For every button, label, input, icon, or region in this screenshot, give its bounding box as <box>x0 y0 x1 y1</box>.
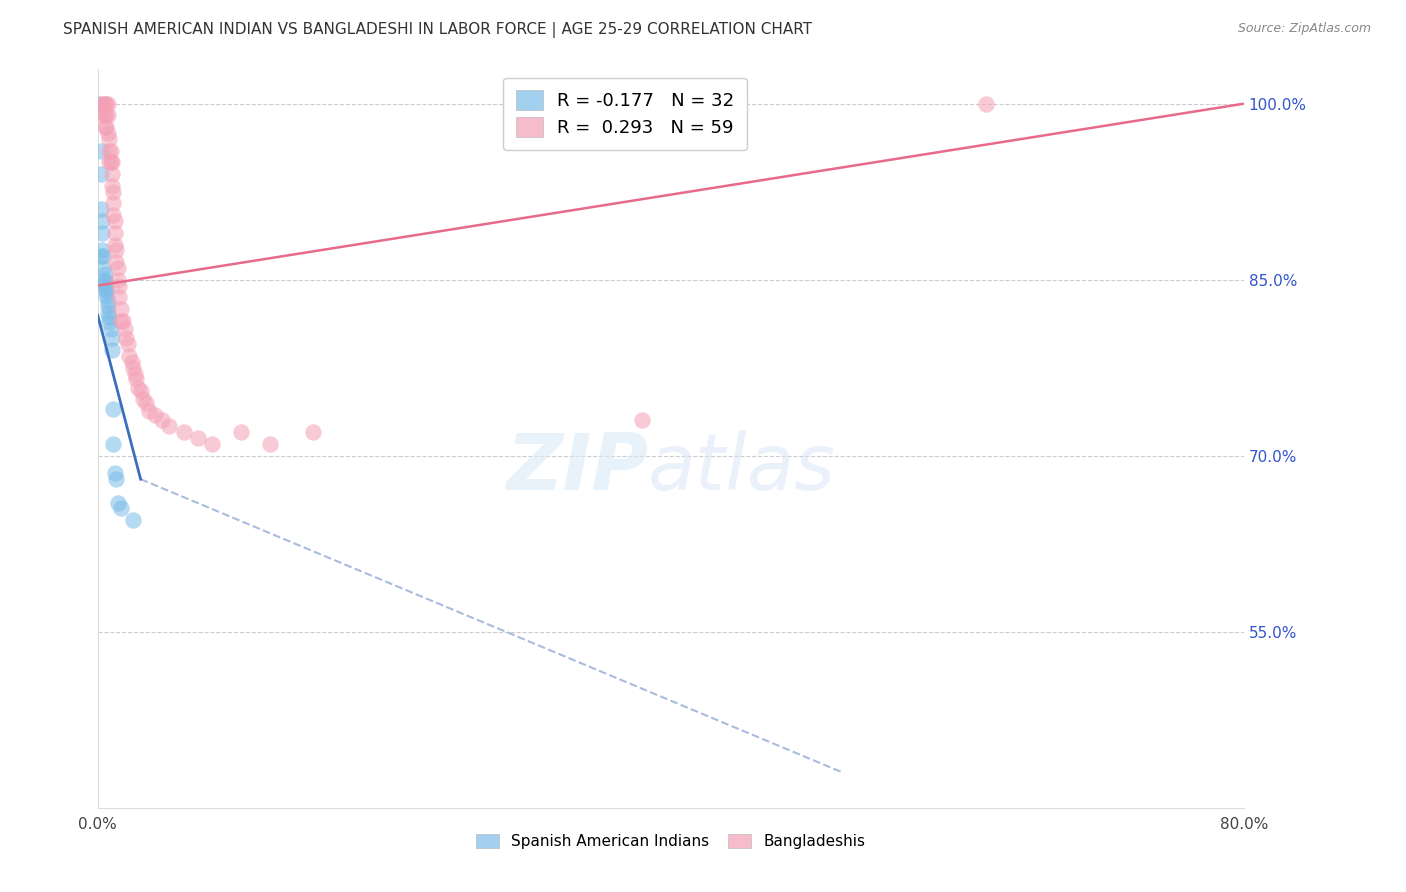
Point <box>101 331 124 345</box>
Point <box>138 404 160 418</box>
Point <box>107 495 129 509</box>
Point <box>101 178 124 193</box>
Point <box>98 155 121 169</box>
Point <box>104 467 127 481</box>
Point <box>125 372 148 386</box>
Point <box>91 226 114 240</box>
Point <box>100 144 122 158</box>
Legend: R = -0.177   N = 32, R =  0.293   N = 59: R = -0.177 N = 32, R = 0.293 N = 59 <box>503 78 747 150</box>
Point <box>97 293 120 308</box>
Point <box>93 260 115 275</box>
Point <box>96 285 118 299</box>
Point <box>100 155 122 169</box>
Point <box>98 310 121 325</box>
Point <box>91 244 114 258</box>
Point <box>122 513 145 527</box>
Point <box>110 301 132 316</box>
Point <box>96 289 118 303</box>
Point <box>91 214 114 228</box>
Point <box>105 255 128 269</box>
Point <box>97 299 120 313</box>
Point <box>107 273 129 287</box>
Point <box>89 167 111 181</box>
Point <box>101 167 124 181</box>
Point <box>93 249 115 263</box>
Point <box>87 96 110 111</box>
Point <box>93 96 115 111</box>
Point <box>104 214 127 228</box>
Text: SPANISH AMERICAN INDIAN VS BANGLADESHI IN LABOR FORCE | AGE 25-29 CORRELATION CH: SPANISH AMERICAN INDIAN VS BANGLADESHI I… <box>63 22 813 38</box>
Point <box>187 431 209 445</box>
Point <box>115 331 138 345</box>
Point <box>103 401 125 416</box>
Point <box>94 273 117 287</box>
Point <box>104 237 127 252</box>
Point <box>89 144 111 158</box>
Point <box>143 408 166 422</box>
Point <box>103 196 125 211</box>
Point <box>97 108 120 122</box>
Point <box>94 108 117 122</box>
Point <box>98 144 121 158</box>
Point <box>101 343 124 357</box>
Point <box>301 425 323 440</box>
Point <box>108 278 131 293</box>
Point <box>127 381 149 395</box>
Point <box>132 392 155 407</box>
Point <box>93 108 115 122</box>
Point <box>100 322 122 336</box>
Point <box>98 132 121 146</box>
Point <box>118 349 141 363</box>
Point <box>89 249 111 263</box>
Point <box>110 501 132 516</box>
Point <box>103 185 125 199</box>
Point <box>96 96 118 111</box>
Point <box>96 108 118 122</box>
Point <box>124 367 146 381</box>
Point <box>108 290 131 304</box>
Point <box>110 314 132 328</box>
Point <box>94 275 117 289</box>
Point <box>103 437 125 451</box>
Point <box>96 120 118 135</box>
Point <box>97 305 120 319</box>
Point <box>121 355 143 369</box>
Point <box>94 278 117 293</box>
Point <box>117 337 139 351</box>
Point <box>89 202 111 217</box>
Text: ZIP: ZIP <box>506 430 648 506</box>
Point <box>112 314 135 328</box>
Point <box>107 260 129 275</box>
Point <box>135 396 157 410</box>
Point <box>96 282 118 296</box>
Point <box>101 155 124 169</box>
Point <box>229 425 252 440</box>
Point <box>259 437 281 451</box>
Point <box>97 126 120 140</box>
Point <box>105 244 128 258</box>
Point <box>104 226 127 240</box>
Point <box>98 315 121 329</box>
Point <box>201 437 224 451</box>
Point <box>150 413 173 427</box>
Point <box>974 96 997 111</box>
Point <box>105 472 128 486</box>
Point <box>94 120 117 135</box>
Text: atlas: atlas <box>648 430 835 506</box>
Point <box>157 419 180 434</box>
Point <box>94 267 117 281</box>
Point <box>631 413 654 427</box>
Point <box>91 96 114 111</box>
Point <box>129 384 152 399</box>
Point <box>103 208 125 222</box>
Point <box>114 322 136 336</box>
Point <box>97 96 120 111</box>
Point <box>122 360 145 375</box>
Point <box>94 96 117 111</box>
Text: Source: ZipAtlas.com: Source: ZipAtlas.com <box>1237 22 1371 36</box>
Point <box>173 425 195 440</box>
